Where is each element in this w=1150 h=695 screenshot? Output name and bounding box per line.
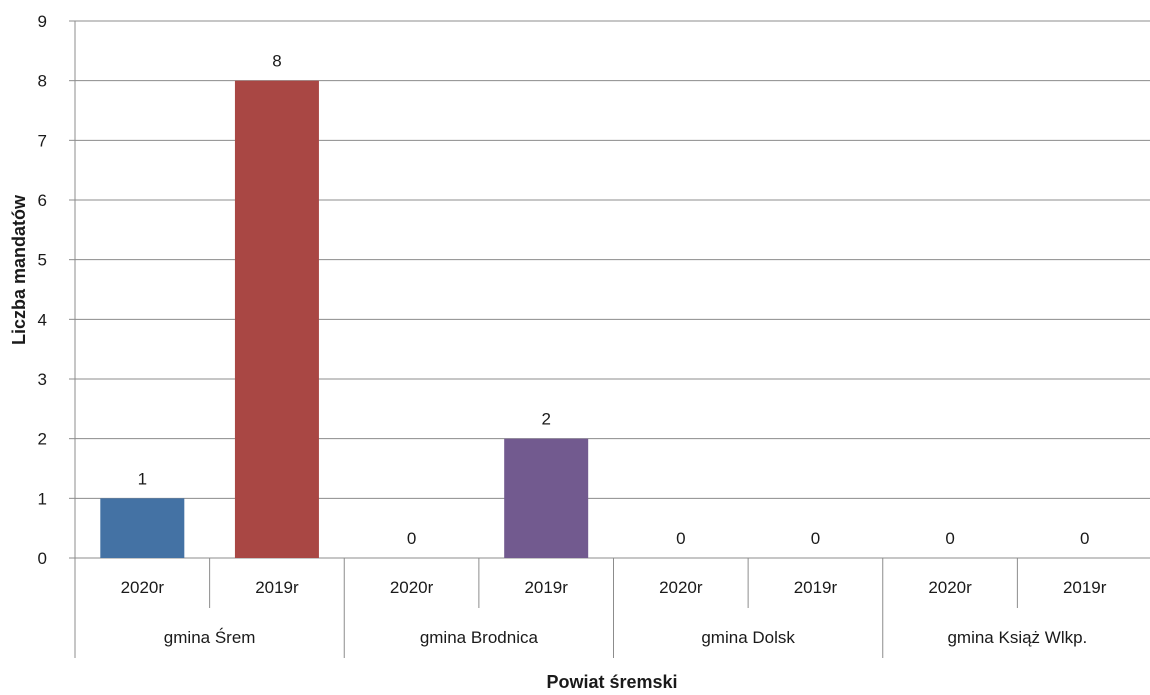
y-tick-label: 4 [38,310,47,329]
category-label: 2020r [121,578,165,597]
bars [100,80,589,559]
group-label: gmina Dolsk [701,628,795,647]
data-label: 0 [1080,529,1089,548]
y-tick-label: 9 [38,12,47,31]
y-tick-label: 0 [38,549,47,568]
bar [234,80,319,559]
axes [69,20,1150,658]
category-label: 2019r [794,578,838,597]
data-label: 0 [811,529,820,548]
data-label: 2 [541,410,550,429]
category-label: 2020r [928,578,972,597]
category-label: 2019r [255,578,299,597]
bar [100,498,185,558]
data-label: 0 [945,529,954,548]
category-label: 2020r [390,578,434,597]
y-tick-label: 3 [38,370,47,389]
data-label: 0 [676,529,685,548]
y-tick-label: 1 [38,489,47,508]
y-tick-label: 2 [38,430,47,449]
group-label: gmina Brodnica [420,628,539,647]
data-label: 1 [138,469,147,488]
data-label: 8 [272,52,281,71]
bar [504,438,589,558]
y-tick-label: 5 [38,251,47,270]
y-axis-title: Liczba mandatów [9,194,29,345]
labels: 0 1 2 3 4 5 6 7 8 9 1 2020r 8 2019r gmina Śrem 0 2020r 2 2… [38,12,1107,647]
category-label: 2020r [659,578,703,597]
data-label: 0 [407,529,416,548]
y-tick-label: 6 [38,191,47,210]
y-tick-label: 7 [38,131,47,150]
y-tick-label: 8 [38,72,47,91]
group-label: gmina Śrem [164,628,256,647]
group-label: gmina Książ Wlkp. [947,628,1087,647]
x-axis-title: Powiat śremski [546,672,677,692]
category-label: 2019r [1063,578,1107,597]
category-label: 2019r [524,578,568,597]
